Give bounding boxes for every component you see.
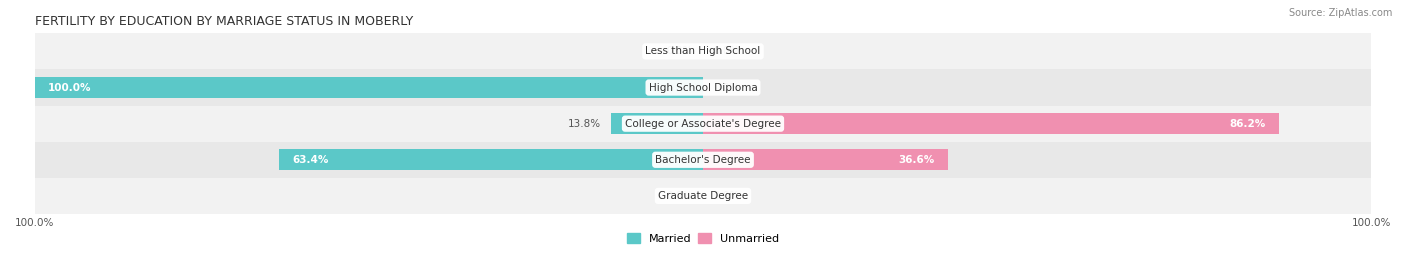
Bar	[703, 113, 1279, 134]
Bar	[35, 77, 703, 98]
Bar	[35, 33, 1371, 69]
Text: 63.4%: 63.4%	[292, 155, 329, 165]
Text: Less than High School: Less than High School	[645, 46, 761, 56]
Text: 0.0%: 0.0%	[713, 191, 740, 201]
Text: Graduate Degree: Graduate Degree	[658, 191, 748, 201]
Bar	[35, 142, 1371, 178]
Bar	[280, 149, 703, 170]
Text: FERTILITY BY EDUCATION BY MARRIAGE STATUS IN MOBERLY: FERTILITY BY EDUCATION BY MARRIAGE STATU…	[35, 15, 413, 28]
Text: 86.2%: 86.2%	[1229, 119, 1265, 129]
Text: 13.8%: 13.8%	[568, 119, 600, 129]
Text: 100.0%: 100.0%	[48, 83, 91, 93]
Text: 0.0%: 0.0%	[713, 83, 740, 93]
Text: Source: ZipAtlas.com: Source: ZipAtlas.com	[1288, 8, 1392, 18]
Bar	[35, 178, 1371, 214]
Text: Bachelor's Degree: Bachelor's Degree	[655, 155, 751, 165]
Text: 36.6%: 36.6%	[898, 155, 934, 165]
Text: 0.0%: 0.0%	[666, 46, 693, 56]
Bar	[610, 113, 703, 134]
Text: College or Associate's Degree: College or Associate's Degree	[626, 119, 780, 129]
Text: 0.0%: 0.0%	[666, 191, 693, 201]
Bar	[35, 106, 1371, 142]
Bar	[35, 69, 1371, 106]
Bar	[703, 149, 948, 170]
Text: 0.0%: 0.0%	[713, 46, 740, 56]
Text: High School Diploma: High School Diploma	[648, 83, 758, 93]
Legend: Married, Unmarried: Married, Unmarried	[621, 229, 785, 248]
